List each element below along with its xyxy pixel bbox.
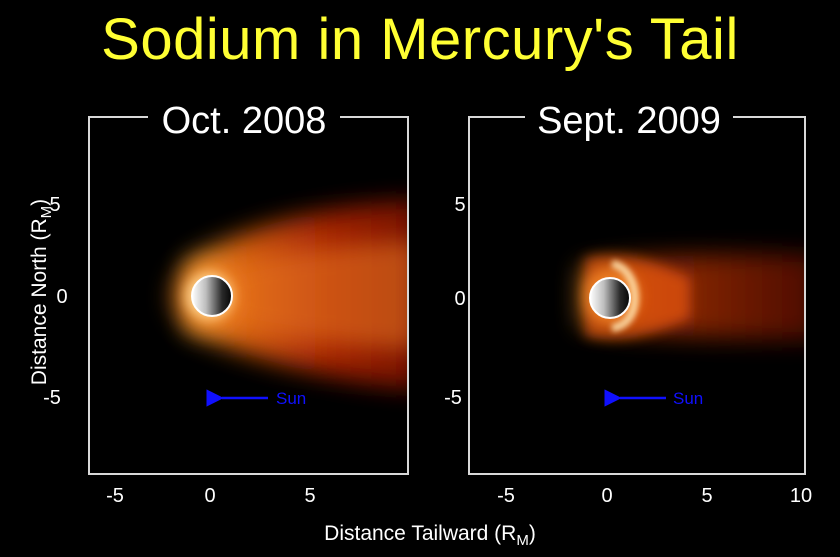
y-axis-label: Distance North (RM) [28,199,55,385]
y-tick-label: 5 [49,194,60,216]
x-tick-label: 5 [304,485,315,507]
sodium-emission-image [89,117,408,474]
y-tick-label: 5 [454,194,465,216]
sun-label: Sun [673,389,703,408]
x-tick-label: 0 [601,485,612,507]
x-tick-label: 0 [204,485,215,507]
panel-title-background [148,97,340,137]
panel-sept-2009: Sept. 2009 5 0 -5 -5 0 5 10 Sun [444,97,812,507]
x-tick-label: 10 [790,485,812,507]
panel-title: Sept. 2009 [537,100,721,142]
mercury-planet [191,275,233,317]
mercury-planet [589,277,631,319]
main-title: Sodium in Mercury's Tail [101,7,739,72]
panel-oct-2008: Oct. 2008 5 0 -5 -5 0 5 Sun [43,97,409,507]
sun-label: Sun [276,389,306,408]
sodium-emission-image [469,117,805,474]
y-tick-label: -5 [43,387,61,409]
panel-title-background [525,97,733,137]
x-tick-label: 5 [701,485,712,507]
x-tick-label: -5 [106,485,124,507]
y-tick-label: 0 [56,286,67,308]
y-tick-label: 0 [454,288,465,310]
x-axis-label: Distance Tailward (RM) [324,522,536,549]
y-tick-label: -5 [444,387,462,409]
panel-title: Oct. 2008 [162,100,327,142]
x-tick-label: -5 [497,485,515,507]
